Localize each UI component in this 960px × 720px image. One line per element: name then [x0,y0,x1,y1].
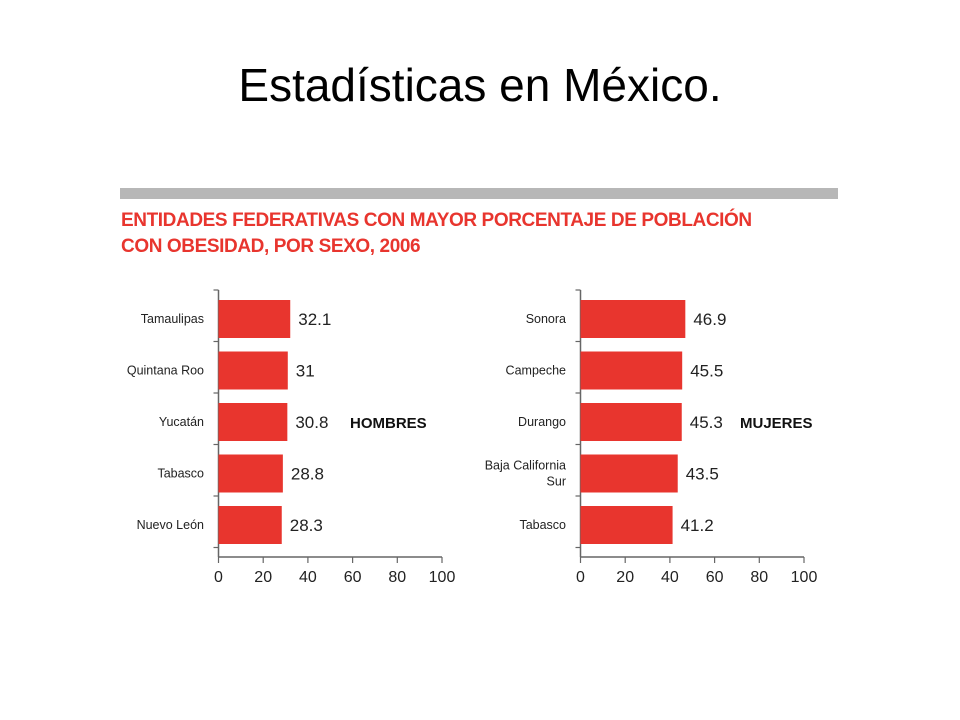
value-label: 45.3 [690,413,723,432]
value-label: 28.3 [290,516,323,535]
chart-title-line-2: CON OBESIDAD, POR SEXO, 2006 [121,236,421,257]
category-label: Baja California Sur [485,459,566,489]
category-label-line: Sonora [526,312,566,326]
bar [580,351,683,390]
bar [580,454,678,493]
x-tick-label: 60 [344,569,362,586]
category-label-line: Tamaulipas [141,312,204,326]
x-tick-label: 100 [429,569,456,586]
x-tick-label: 40 [299,569,317,586]
x-tick-label: 80 [750,569,768,586]
category-label: Quintana Roo [127,364,204,378]
x-tick-label: 60 [706,569,724,586]
category-label: Campeche [506,364,566,378]
category-label-line: Durango [518,415,566,429]
category-label-line: Yucatán [159,415,204,429]
value-label: 31 [296,362,315,381]
category-label: Yucatán [159,415,204,429]
series-label: HOMBRES [350,415,427,432]
value-label: 28.8 [291,465,324,484]
bar [580,300,686,338]
x-tick-label: 20 [616,569,634,586]
chart-title-line-1: ENTIDADES FEDERATIVAS CON MAYOR PORCENTA… [121,210,752,231]
bar-chart-mujeres: 0 20 40 60 80 100 Sonora 46.9 Campeche 45.5 Durang… [485,289,818,586]
slide-title: Estadísticas en México. [238,59,722,111]
x-tick-label: 40 [661,569,679,586]
bar [218,506,282,544]
category-label-line: Tabasco [157,467,204,481]
x-tick-label: 0 [576,569,585,586]
value-label: 30.8 [295,413,328,432]
value-label: 43.5 [686,465,719,484]
category-label: Tamaulipas [141,312,204,326]
bar [580,506,673,544]
category-label-line: Nuevo León [137,518,204,532]
x-tick-label: 20 [254,569,272,586]
category-label: Tabasco [157,467,204,481]
series-label: MUJERES [740,415,813,432]
category-label: Sonora [526,312,566,326]
category-label: Nuevo León [137,518,204,532]
category-label-line: Quintana Roo [127,364,204,378]
bar [218,403,288,441]
chart-title: ENTIDADES FEDERATIVAS CON MAYOR PORCENTA… [121,208,821,260]
x-tick-label: 100 [791,569,818,586]
value-label: 46.9 [693,310,726,329]
top-rule [120,188,838,199]
bar-chart-hombres: 0 20 40 60 80 100 Tamaulipas 32.1 Quintana Roo 31… [127,289,456,586]
value-label: 41.2 [681,516,714,535]
x-tick-label: 80 [388,569,406,586]
category-label-line: Tabasco [519,518,566,532]
category-label: Durango [518,415,566,429]
bar [218,300,291,338]
category-label-line: Campeche [506,364,566,378]
x-tick-label: 0 [214,569,223,586]
bar [218,351,288,390]
value-label: 32.1 [298,310,331,329]
bar [580,403,682,441]
category-label-line: Sur [547,475,566,489]
bar [218,454,283,493]
category-label: Tabasco [519,518,566,532]
category-label-line: Baja California [485,459,566,473]
value-label: 45.5 [690,362,723,381]
